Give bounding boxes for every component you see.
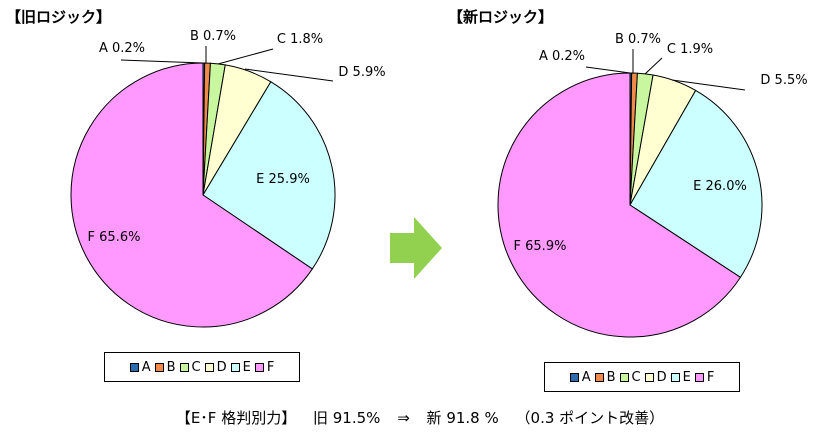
pie-new-label-E: E 26.0% <box>693 179 747 194</box>
pie-new-label-D: D 5.5% <box>760 73 807 88</box>
legend-new-label-C: C <box>631 369 641 385</box>
pie-old-leader-C <box>217 48 274 65</box>
pie-old-label-B: B 0.7% <box>190 29 236 44</box>
footer-label: 【E･F 格判別力】 <box>175 409 297 427</box>
pie-old-slice-E <box>202 81 336 270</box>
pie-new-label-A: A 0.2% <box>539 49 585 64</box>
new-logic-title: 【新ロジック】 <box>448 8 554 26</box>
pie-old-label-E: E 25.9% <box>256 172 310 187</box>
legend-old-item-F: F <box>254 359 275 375</box>
pie-new-leader-A <box>585 66 631 74</box>
legend-old-label-A: A <box>141 359 151 375</box>
legend-new-swatch-B <box>594 372 604 382</box>
legend-new-item-F: F <box>694 369 715 385</box>
legend-new-swatch-E <box>670 372 680 382</box>
pie-old-slice-F <box>70 62 314 328</box>
legend-old-item-B: B <box>154 359 176 375</box>
pie-new-leader-D <box>671 79 746 91</box>
legend-new-swatch-C <box>619 372 629 382</box>
footer-note: （0.3 ポイント改善） <box>515 409 665 427</box>
pie-new-label-F: F 65.9% <box>514 239 567 254</box>
pie-new-label-C: C 1.9% <box>667 42 713 57</box>
legend-old-swatch-C <box>179 362 189 372</box>
legend-new-label-E: E <box>682 369 691 385</box>
legend-old-label-B: B <box>166 359 176 375</box>
pie-new-label-B: B 0.7% <box>615 32 661 47</box>
legend-new-swatch-A <box>569 372 579 382</box>
old-logic-title: 【旧ロジック】 <box>6 8 112 26</box>
legend-old-label-E: E <box>242 359 251 375</box>
footer-arrow: ⇒ <box>397 409 410 427</box>
legend-new-item-C: C <box>619 369 641 385</box>
footer-old-value: 旧 91.5% <box>312 409 381 427</box>
pie-old-label-D: D 5.9% <box>338 65 385 80</box>
legend-old-label-C: C <box>191 359 201 375</box>
legend-new-item-E: E <box>670 369 691 385</box>
legend-new-item-D: D <box>644 369 667 385</box>
legend-new-swatch-F <box>694 372 704 382</box>
pie-old-label-C: C 1.8% <box>277 32 323 47</box>
pie-old-label-A: A 0.2% <box>99 41 145 56</box>
legend-old-item-C: C <box>179 359 201 375</box>
legend-old-item-D: D <box>204 359 227 375</box>
legend-new-label-A: A <box>581 369 591 385</box>
legend-old-swatch-E <box>230 362 240 372</box>
legend-old-swatch-A <box>129 362 139 372</box>
legend-new-label-D: D <box>656 369 667 385</box>
pie-new-leader-C <box>644 57 663 75</box>
footer-summary: 【E･F 格判別力】 旧 91.5% ⇒ 新 91.8 % （0.3 ポイント改… <box>0 407 840 428</box>
legend-old-label-D: D <box>216 359 227 375</box>
legend-new-item-A: A <box>569 369 591 385</box>
legend-old-label-F: F <box>266 359 275 375</box>
pie-old-leader-A <box>120 59 204 64</box>
legend-old-item-E: E <box>230 359 251 375</box>
legend-old-swatch-D <box>204 362 214 372</box>
legend-old-item-A: A <box>129 359 151 375</box>
legend-old-swatch-B <box>154 362 164 372</box>
legend-new-label-F: F <box>706 369 715 385</box>
legend-new-label-B: B <box>606 369 616 385</box>
right-arrow-icon <box>390 217 442 279</box>
footer-new-value: 新 91.8 % <box>426 409 499 427</box>
pie-new-slice-F <box>497 72 742 338</box>
pie-old-leader-D <box>244 68 334 82</box>
pie-new-slice-E <box>629 89 763 279</box>
legend-new-swatch-D <box>644 372 654 382</box>
pie-old-label-F: F 65.6% <box>88 230 141 245</box>
legend-new-item-B: B <box>594 369 616 385</box>
legend-old-swatch-F <box>254 362 264 372</box>
